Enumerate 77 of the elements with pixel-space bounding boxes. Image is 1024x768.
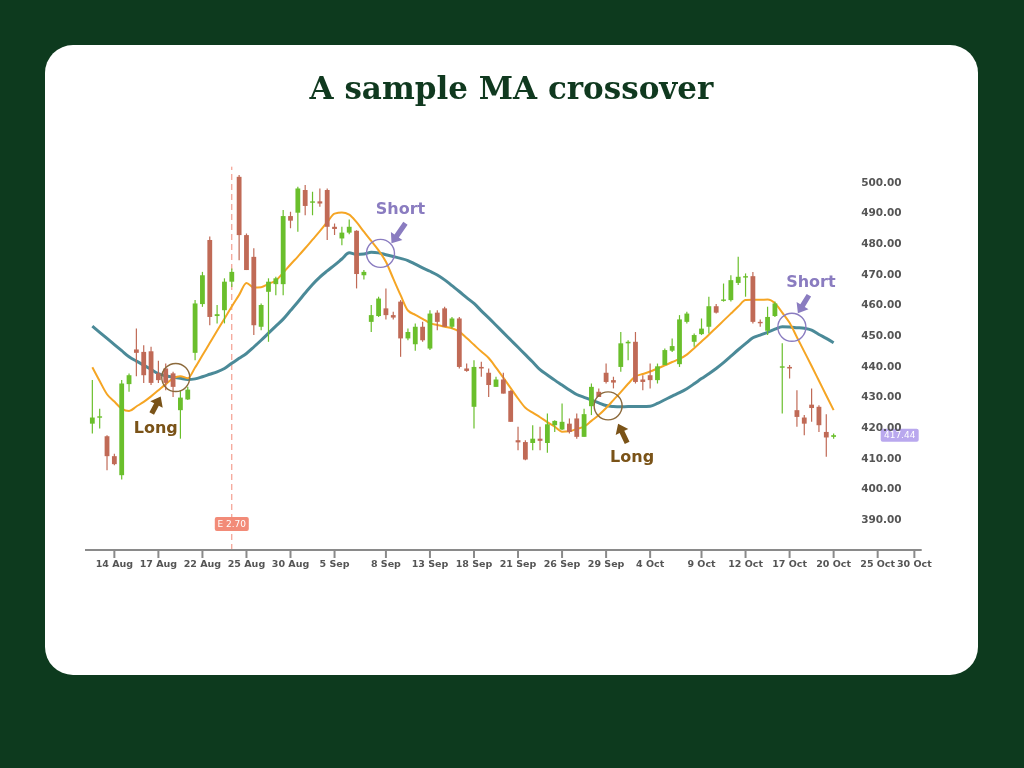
y-tick-label: 390.00 (861, 513, 902, 526)
annotation: E 2.70 (217, 519, 247, 529)
x-tick-label: 5 Sep (319, 557, 350, 569)
x-tick-label: 12 Oct (728, 557, 764, 569)
candlestick (735, 256, 741, 286)
candlestick (266, 277, 271, 343)
candlestick (89, 379, 95, 435)
x-tick-label: 14 Aug (95, 557, 134, 569)
candlestick (721, 282, 726, 303)
candlestick (133, 328, 139, 377)
candlestick (178, 389, 183, 440)
candlestick (229, 267, 235, 288)
candlestick (809, 387, 815, 423)
x-tick-label: 20 Oct (816, 557, 852, 569)
candlestick (500, 372, 506, 395)
candlestick (743, 272, 748, 298)
x-tick-label: 8 Sep (370, 557, 402, 569)
candlestick (706, 296, 712, 335)
candlestick (486, 367, 492, 398)
candlestick (163, 362, 169, 391)
candlestick (574, 412, 580, 440)
y-tick-label: 470.00 (861, 267, 902, 280)
x-tick-label: 29 Sep (587, 557, 625, 569)
candlestick (412, 322, 418, 352)
x-tick-label: 18 Sep (455, 557, 493, 569)
annotation: Short (375, 198, 426, 218)
y-tick-label: 500.00 (861, 175, 902, 188)
candlestick (618, 331, 624, 373)
candlestick (530, 424, 536, 451)
candlestick (317, 187, 323, 208)
x-tick-label: 13 Sep (411, 557, 449, 569)
y-tick-label: 410.00 (861, 451, 902, 464)
candlestick (544, 412, 550, 454)
x-tick-label: 21 Sep (499, 557, 537, 569)
y-tick-label: 440.00 (861, 359, 902, 372)
y-tick-label: 480.00 (861, 237, 902, 250)
candlestick (655, 362, 660, 385)
x-tick-label: 22 Aug (183, 557, 222, 569)
y-tick-label: 430.00 (861, 390, 902, 403)
candlestick (442, 306, 448, 328)
candlestick (302, 184, 308, 216)
candlestick (728, 274, 734, 303)
candlestick (420, 321, 426, 343)
candlestick (589, 382, 594, 416)
candlestick (434, 309, 440, 331)
x-tick-label: 17 Oct (772, 557, 808, 569)
candlestick (368, 304, 374, 333)
annotation: Long (610, 447, 655, 467)
candlestick (214, 304, 220, 324)
annotation: Long (133, 418, 178, 437)
y-tick-label: 490.00 (861, 206, 902, 219)
candlestick (273, 276, 279, 296)
x-tick-label: 9 Oct (687, 557, 717, 569)
y-tick-label: 400.00 (861, 482, 902, 495)
x-tick-label: 26 Sep (543, 557, 581, 569)
x-tick-label: 25 Aug (227, 557, 266, 569)
candlestick (801, 414, 807, 436)
y-tick-label: 450.00 (861, 329, 902, 342)
x-tick-label: 25 Oct (860, 557, 896, 569)
candlestick (765, 306, 770, 336)
candlestick (823, 413, 829, 458)
candlestick (258, 302, 264, 331)
candlestick (155, 360, 161, 384)
annotation: Short (786, 271, 836, 291)
y-tick-label: 460.00 (861, 298, 902, 311)
candlestick (141, 344, 147, 384)
chart-title: A sample MA crossover (308, 70, 715, 106)
candlestick (603, 362, 609, 385)
candlestick (779, 342, 785, 415)
x-tick-label: 4 Oct (636, 557, 665, 569)
x-tick-label: 17 Aug (139, 557, 178, 569)
candlestick (647, 362, 653, 389)
candlestick (310, 191, 315, 216)
candlestick (97, 408, 103, 430)
x-tick-label: 30 Aug (271, 557, 310, 569)
candlestick (376, 296, 381, 318)
x-tick-label: 30 Oct (896, 557, 933, 569)
